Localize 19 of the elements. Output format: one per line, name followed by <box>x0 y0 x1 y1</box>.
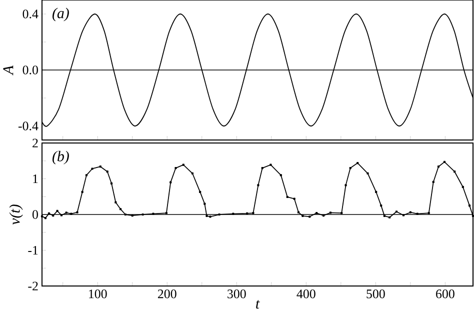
y-tick-label: 1 <box>33 174 38 184</box>
x-tick-label: 500 <box>366 290 385 298</box>
x-axis-title: t <box>256 300 260 309</box>
y-tick-label: -0.4 <box>18 122 38 130</box>
x-tick-label: 300 <box>228 290 246 298</box>
x-tick-label: 200 <box>158 290 176 298</box>
y-tick-label: 0 <box>32 210 38 219</box>
x-tick-label: 600 <box>436 290 454 298</box>
y-tick-label: -1 <box>28 246 38 255</box>
y-tick-label: 2 <box>32 138 38 148</box>
y-tick-label: -2 <box>28 282 38 290</box>
y-axis-title: v(t) <box>9 204 23 225</box>
annotation: (a) <box>52 8 69 22</box>
annotation: (b) <box>52 150 69 164</box>
y-tick-label: 0.0 <box>22 66 38 74</box>
y-tick-label: 0.4 <box>22 10 38 18</box>
x-tick-label: 100 <box>89 290 107 298</box>
x-tick-label: 400 <box>296 290 316 298</box>
y-axis-title: A <box>3 65 14 76</box>
